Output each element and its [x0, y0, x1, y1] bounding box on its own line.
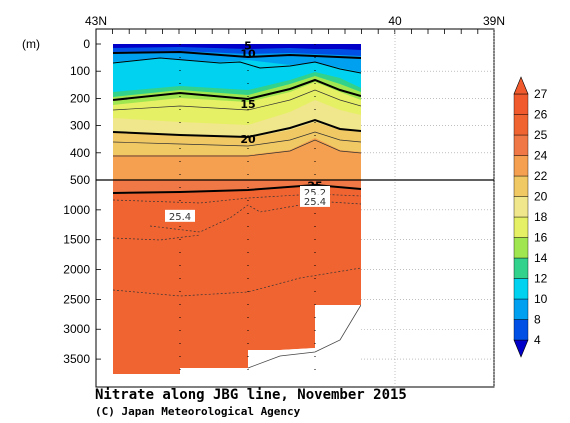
contour-24	[113, 139, 361, 157]
lower-section-fill	[113, 180, 361, 377]
contour-15	[113, 78, 361, 101]
contour-label: 10	[240, 48, 256, 61]
contour-label-bg	[165, 209, 195, 222]
y-tick-label: 2000	[63, 263, 90, 277]
seafloor-line	[247, 304, 361, 369]
contour-25	[113, 183, 361, 194]
colorbar-swatch	[513, 134, 529, 156]
gridlines	[361, 29, 495, 387]
contour-label: 25.4	[169, 212, 191, 223]
y-tick-label: 3000	[63, 322, 90, 336]
colorbar-tick-label: 16	[534, 231, 548, 245]
contour-25-4c	[113, 267, 361, 297]
y-tick-label: 2500	[63, 292, 90, 306]
contour-25-4b	[113, 234, 201, 241]
colorbar-tick-label: 10	[534, 292, 548, 306]
y-tick-label: 500	[70, 173, 90, 187]
band-24-top	[113, 180, 361, 194]
colorbar-tick-label: 14	[534, 251, 548, 265]
colorbar-tick-label: 25	[534, 128, 548, 142]
colorbar-swatch	[513, 237, 529, 259]
contour-22	[113, 131, 361, 147]
x-tick-label: 40	[388, 14, 402, 28]
chart-credit: (C) Japan Meteorological Agency	[95, 405, 301, 418]
contour-10	[113, 57, 361, 74]
x-axis-ticks: 43N 40 39N	[85, 14, 505, 28]
contour-label: 25.2	[304, 188, 326, 199]
contour-18	[113, 89, 361, 111]
contour-label-bg	[300, 194, 330, 207]
seafloor-mask	[113, 305, 361, 377]
contour-25-2	[113, 193, 361, 204]
colorbar-swatch	[513, 257, 529, 279]
y-tick-label: 0	[83, 37, 90, 51]
colorbar-tick-label: 18	[534, 210, 548, 224]
colorbar-swatch	[513, 114, 529, 136]
y-axis-ticks-lower: 1000 1500 2000 2500 3000 3500	[63, 203, 101, 366]
y-tick-label: 1500	[63, 233, 90, 247]
y-tick-label: 100	[70, 64, 90, 78]
contour-label: 15	[240, 98, 255, 111]
x-axis-tick-marks	[95, 29, 479, 34]
colorbar-tick-label: 12	[534, 272, 548, 286]
colorbar-swatch	[513, 196, 529, 218]
contour-labels: 51015202525.425.225.4	[165, 39, 330, 223]
colorbar-swatch	[513, 278, 529, 300]
colorbar-low-arrow	[513, 339, 529, 358]
band-4	[113, 44, 361, 50]
y-unit-label: (m)	[22, 37, 40, 51]
contour-5	[113, 50, 361, 59]
colorbar-high-arrow	[513, 76, 529, 95]
colorbar-tick-label: 24	[534, 149, 548, 163]
contour-label: 25.4	[304, 197, 326, 208]
colorbar-swatch	[513, 298, 529, 320]
colorbar-swatch	[513, 216, 529, 238]
y-tick-label: 300	[70, 119, 90, 133]
y-tick-label: 1000	[63, 203, 90, 217]
colorbar-swatch	[513, 175, 529, 197]
colorbar: 4 8 10 12 14 16 18 20 22 24 25 26 27	[513, 76, 548, 358]
seafloor-step-right	[315, 305, 361, 350]
y-tick-label: 400	[70, 146, 90, 160]
colorbar-swatch	[513, 93, 529, 115]
y-tick-label: 200	[70, 91, 90, 105]
chart-title: Nitrate along JBG line, November 2015	[95, 387, 407, 403]
y-axis-ticks-upper: 0 100 200 300 400 500	[70, 37, 101, 187]
colorbar-tick-label: 27	[534, 87, 548, 101]
colorbar-tick-label: 20	[534, 190, 548, 204]
x-tick-label: 43N	[85, 14, 107, 28]
contour-label: 5	[244, 39, 252, 52]
upper-section-fill	[113, 44, 361, 180]
contour-label: 20	[240, 133, 256, 146]
colorbar-tick-label: 4	[534, 333, 541, 347]
x-tick-label: 39N	[483, 14, 505, 28]
band-25-lower	[113, 180, 361, 374]
colorbar-tick-label: 22	[534, 169, 548, 183]
colorbar-tick-label: 8	[534, 313, 541, 327]
colorbar-swatch	[513, 155, 529, 177]
y-tick-label: 3500	[63, 352, 90, 366]
colorbar-swatch	[513, 319, 529, 341]
colorbar-tick-label: 26	[534, 108, 548, 122]
